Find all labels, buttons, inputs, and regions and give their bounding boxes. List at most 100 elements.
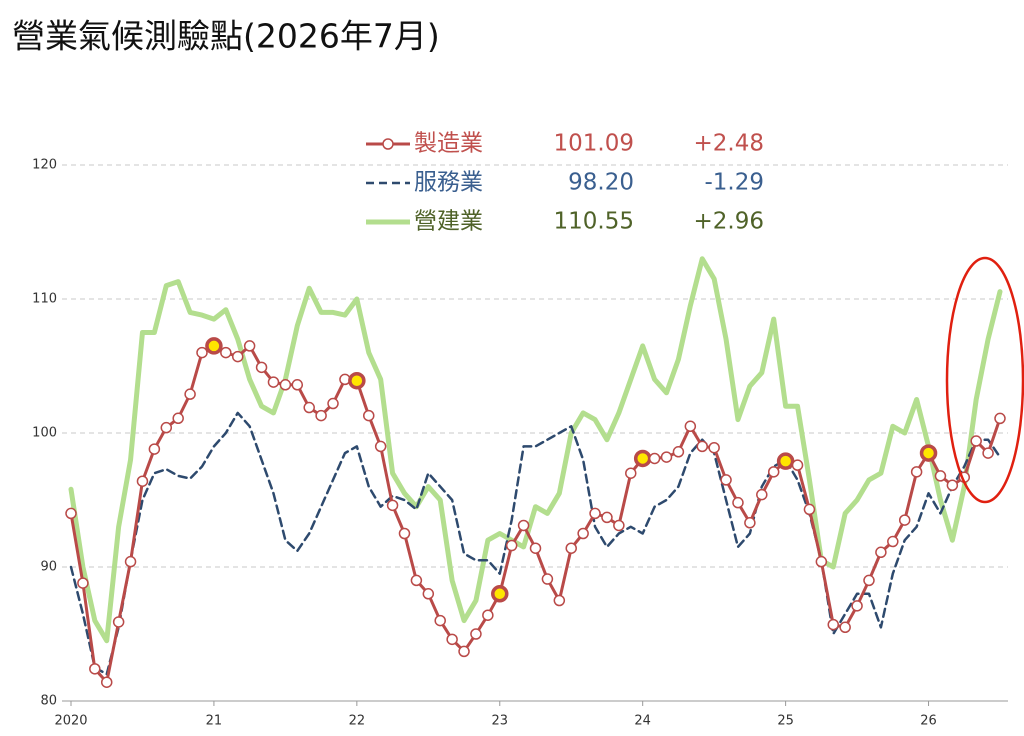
point-marker [458,645,470,658]
point-marker [434,614,446,627]
point-marker [172,412,184,425]
point-marker [696,440,708,453]
point-marker [946,479,959,492]
point-marker [148,443,161,455]
point-marker [994,412,1006,425]
point-marker [470,628,482,640]
point-marker [196,346,208,359]
point-marker [589,507,601,520]
y-tick-label: 110 [32,292,57,307]
point-marker [684,420,697,433]
point-marker [184,388,196,400]
grid: 80 90 100 110 120 2020 21 22 23 24 25 26 [32,158,1008,729]
y-tick-label: 100 [32,426,57,441]
legend-change: +2.48 [694,131,764,157]
point-marker [553,594,566,607]
point-marker [255,361,268,374]
point-marker [422,588,435,600]
point-marker [517,519,530,532]
legend-label: 服務業 [414,170,483,196]
point-marker [756,488,768,501]
y-tick-label: 90 [40,560,57,575]
y-tick-label: 80 [40,694,57,709]
point-marker [124,555,137,568]
point-marker [541,573,554,585]
point-marker [660,451,673,463]
x-tick-label: 21 [206,714,223,729]
turning-point-marker [348,371,366,390]
point-marker [863,574,875,587]
plot [65,256,1006,688]
point-marker [160,421,173,434]
point-marker [315,409,327,422]
point-marker [136,475,149,487]
turning-point-marker [633,449,652,468]
point-marker [982,447,994,459]
point-marker [398,527,411,540]
point-marker [529,542,542,554]
series-line [69,411,1002,676]
point-marker [851,600,863,612]
point-marker [374,440,387,453]
point-marker [77,577,89,589]
point-marker [220,346,232,359]
point-marker [910,466,923,478]
point-marker [791,459,804,471]
point-marker [732,496,744,509]
point-marker [708,441,720,454]
legend-latest: 98.20 [568,170,634,196]
series-line [68,256,1003,644]
highlight-ellipse [945,256,1024,504]
x-tick-label: 25 [777,714,794,729]
x-tick-label: 2020 [54,714,87,729]
point-marker [887,535,899,548]
legend: 製造業 101.09 +2.48 服務業 98.20 -1.29 營建業 110.55 +2.9… [366,131,764,235]
point-marker [291,379,304,391]
legend-latest: 110.55 [554,209,634,235]
x-tick-label: 26 [920,714,937,729]
turning-point-marker [776,452,795,470]
point-marker [613,519,625,532]
legend-label: 營建業 [414,209,483,235]
point-marker [934,470,947,482]
point-marker [720,474,732,486]
point-marker [875,546,887,559]
point-marker [65,507,77,520]
point-marker [505,539,518,552]
chart-title: 營業氣候測驗點(2026年7月) [12,17,440,56]
point-marker [482,609,494,621]
point-marker [100,676,113,688]
point-marker [410,574,423,587]
point-marker [267,376,280,388]
x-tick-label: 24 [634,714,651,729]
legend-change: -1.29 [704,170,764,196]
legend-marker [382,138,394,150]
point-marker [815,555,828,568]
turning-point-marker [205,337,223,355]
point-marker [565,542,577,554]
legend-latest: 101.09 [554,131,634,157]
point-marker [744,517,756,529]
point-marker [648,452,661,465]
x-tick-label: 22 [349,714,366,729]
point-marker [386,499,399,512]
turning-point-marker [491,585,509,603]
y-tick-label: 120 [32,158,57,173]
x-tick-label: 23 [491,714,508,729]
point-marker [231,350,244,363]
legend-label: 製造業 [414,131,483,157]
point-marker [803,503,816,516]
point-marker [112,616,125,628]
point-marker [243,340,256,352]
point-marker [89,663,101,675]
point-marker [672,446,685,458]
point-marker [625,467,637,479]
point-marker [303,401,315,414]
point-marker [601,511,613,524]
point-marker [363,409,375,422]
point-marker [327,397,339,410]
point-marker [898,514,911,526]
point-marker [446,633,458,646]
point-marker [767,466,780,478]
